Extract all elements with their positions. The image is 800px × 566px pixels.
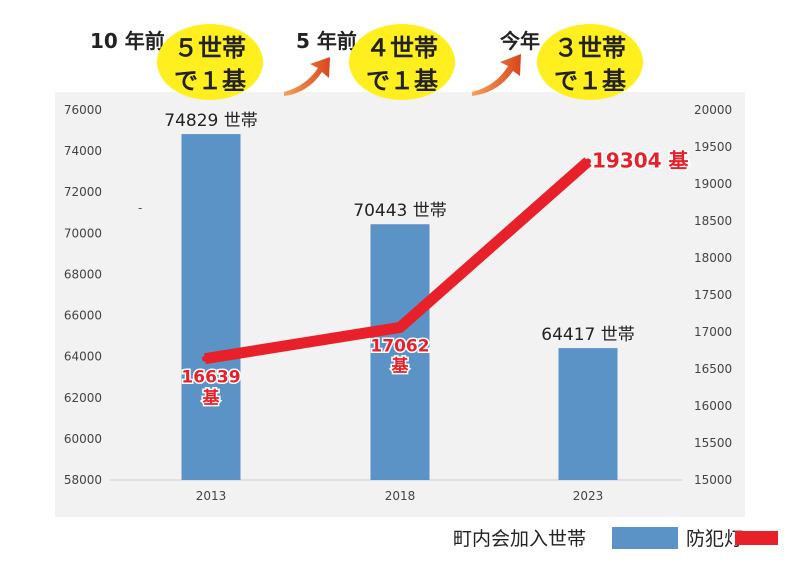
legend-swatch-bar [612,527,678,549]
legend-label-line: 防犯灯 [686,528,743,550]
right-tick-label: 20000 [694,103,732,117]
stage-bubble-5y [349,24,455,100]
arrow-icon-1 [284,57,330,96]
bar-value-label: 64417 世帯 [541,325,634,345]
stage-bubble-10y-line2: で１基 [174,67,247,95]
bar-series [181,134,618,480]
x-tick-label: 2023 [573,489,604,503]
right-axis: 15000 15500 16000 16500 17000 17500 18000 18500… [694,103,732,487]
bar [181,134,241,480]
right-tick-label: 15000 [694,473,732,487]
stray-mark: - [138,201,142,215]
bar [558,348,618,480]
stage-bubble-now [537,24,643,100]
right-tick-label: 15500 [694,436,732,450]
right-tick-label: 19000 [694,177,732,191]
stage-label-5y: 5 年前 [296,29,357,53]
x-tick-label: 2018 [385,489,416,503]
legend: 町内会加入世帯 防犯灯 [453,527,778,550]
stage-label-10y: 10 年前 [90,29,165,53]
bar [370,224,430,480]
line-point [202,355,208,362]
x-tick-label: 2013 [196,489,227,503]
right-tick-label: 18000 [694,251,732,265]
left-tick-label: 70000 [64,226,102,240]
right-tick-label: 19500 [694,140,732,154]
line-value-unit: 基 [391,355,410,376]
left-tick-label: 74000 [64,144,102,158]
line-point [585,158,591,165]
left-tick-label: 66000 [64,309,102,323]
line-value-label: 17062 [370,336,429,356]
line-value-unit: 基 [202,388,221,409]
left-tick-label: 68000 [64,267,102,281]
line-value-label: 19304 基 [592,149,690,173]
stage-bubble-5y-line1: ４世帯 [366,34,438,62]
header-stages: 10 年前 ５世帯 で１基 5 年前 ４世帯 で１基 今年 ３世帯 で１基 [90,24,643,100]
bar-labels: 74829 世帯 70443 世帯 64417 世帯 [164,111,634,345]
left-axis: 58000 60000 62000 64000 66000 68000 70000 72000… [64,103,102,487]
left-tick-label: 76000 [64,103,102,117]
legend-label-bar: 町内会加入世帯 [453,528,586,550]
legend-swatch-line [735,531,778,545]
right-tick-label: 18500 [694,214,732,228]
left-tick-label: 64000 [64,350,102,364]
line-point [397,324,403,331]
right-tick-label: 16500 [694,362,732,376]
stage-bubble-now-line2: で１基 [554,67,627,95]
arrow-icon-2 [472,54,521,96]
stage-label-now: 今年 [500,29,540,53]
line-value-label: 16639 [181,368,240,388]
left-tick-label: 58000 [64,473,102,487]
bar-value-label: 70443 世帯 [353,201,446,221]
left-tick-label: 72000 [64,185,102,199]
right-tick-label: 16000 [694,399,732,413]
bar-value-label: 74829 世帯 [164,111,257,131]
left-tick-label: 60000 [64,432,102,446]
stage-bubble-5y-line2: で１基 [366,67,439,95]
stage-bubble-10y [157,24,263,100]
right-tick-label: 17000 [694,325,732,339]
line-series [202,157,592,365]
stage-bubble-now-line1: ３世帯 [554,34,626,62]
stage-bubble-10y-line1: ５世帯 [174,34,246,62]
right-tick-label: 17500 [694,288,732,302]
left-tick-label: 62000 [64,391,102,405]
